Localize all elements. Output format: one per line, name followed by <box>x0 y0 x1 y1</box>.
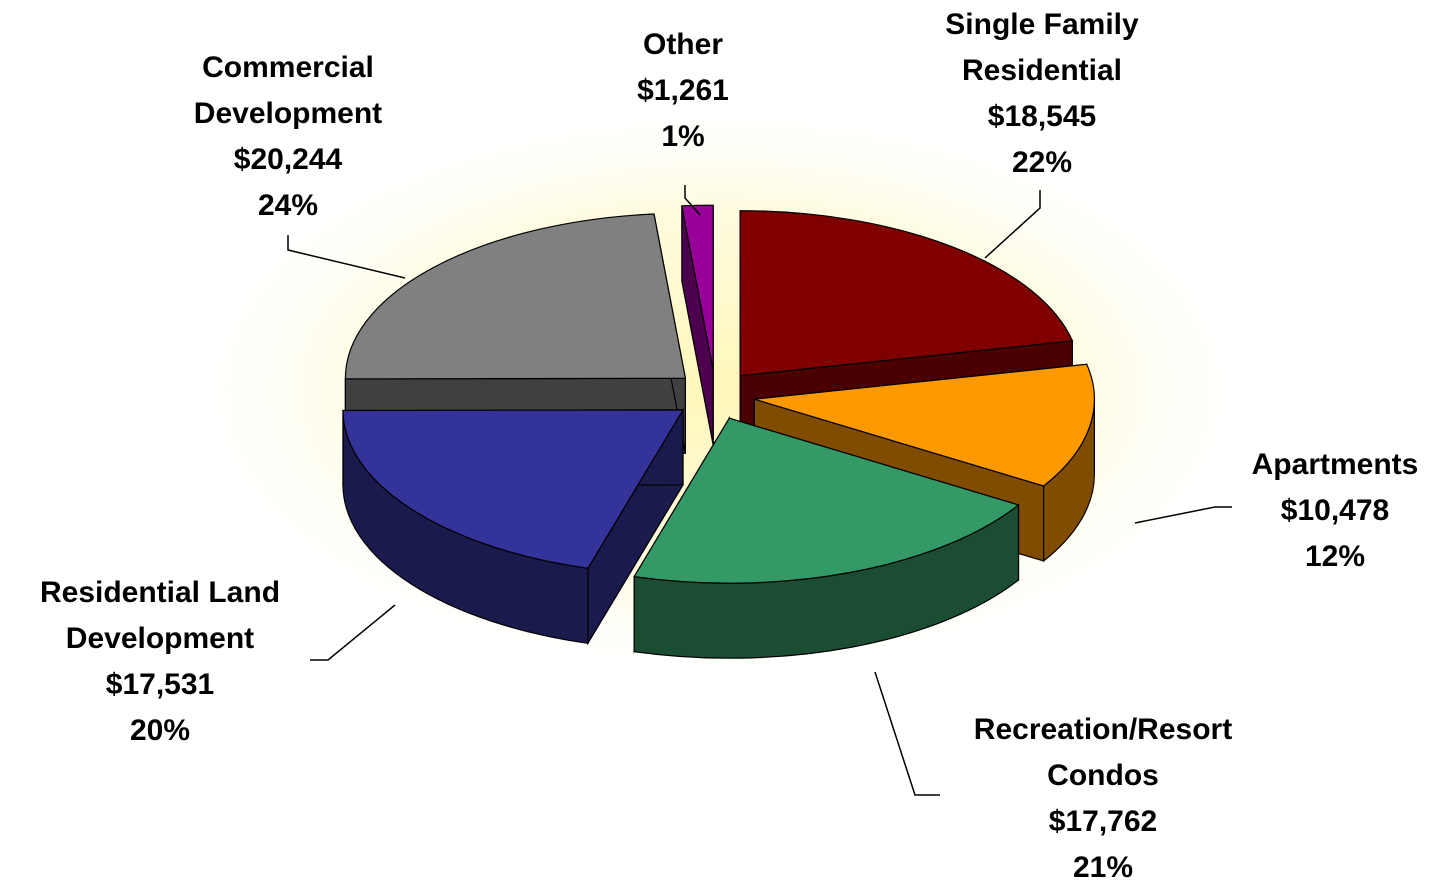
data-label: Single Family Residential $18,545 22% <box>912 2 1172 186</box>
leader-line <box>310 604 396 661</box>
slice <box>739 210 1074 377</box>
value-label: $18,545 <box>987 100 1097 133</box>
data-label: Commercial Development $20,244 24% <box>158 45 418 229</box>
category-label: Single Family Residential <box>945 8 1139 87</box>
percent-label: 22% <box>1011 146 1073 179</box>
category-label: Residential Land Development <box>39 576 281 655</box>
category-label: Commercial Development <box>193 51 383 130</box>
slice <box>754 363 1095 487</box>
category-label: Recreation/Resort Condos <box>973 713 1233 792</box>
percent-label: 24% <box>257 189 319 222</box>
value-label: $20,244 <box>233 143 343 176</box>
data-label: Apartments $10,478 12% <box>1225 442 1442 580</box>
value-label: $17,531 <box>105 668 215 701</box>
slice <box>633 417 1020 584</box>
leader-line <box>984 190 1041 259</box>
value-label: $10,478 <box>1280 494 1390 527</box>
percent-label: 21% <box>1072 851 1134 880</box>
slice <box>342 409 685 569</box>
leader-line <box>684 185 701 216</box>
percent-label: 12% <box>1304 540 1366 573</box>
leader-line <box>874 671 940 796</box>
percent-label: 20% <box>129 714 191 747</box>
value-label: $17,762 <box>1048 805 1158 838</box>
category-label: Other <box>642 28 723 61</box>
leader-line <box>1134 506 1232 524</box>
slice <box>681 204 714 371</box>
category-label: Apartments <box>1251 448 1419 481</box>
data-label: Residential Land Development $17,531 20% <box>5 570 315 754</box>
leader-line <box>287 235 406 279</box>
percent-label: 1% <box>661 120 705 153</box>
data-label: Recreation/Resort Condos $17,762 21% <box>933 707 1273 880</box>
value-label: $1,261 <box>637 74 729 107</box>
data-label: Other $1,261 1% <box>613 22 753 160</box>
slice <box>344 213 687 380</box>
